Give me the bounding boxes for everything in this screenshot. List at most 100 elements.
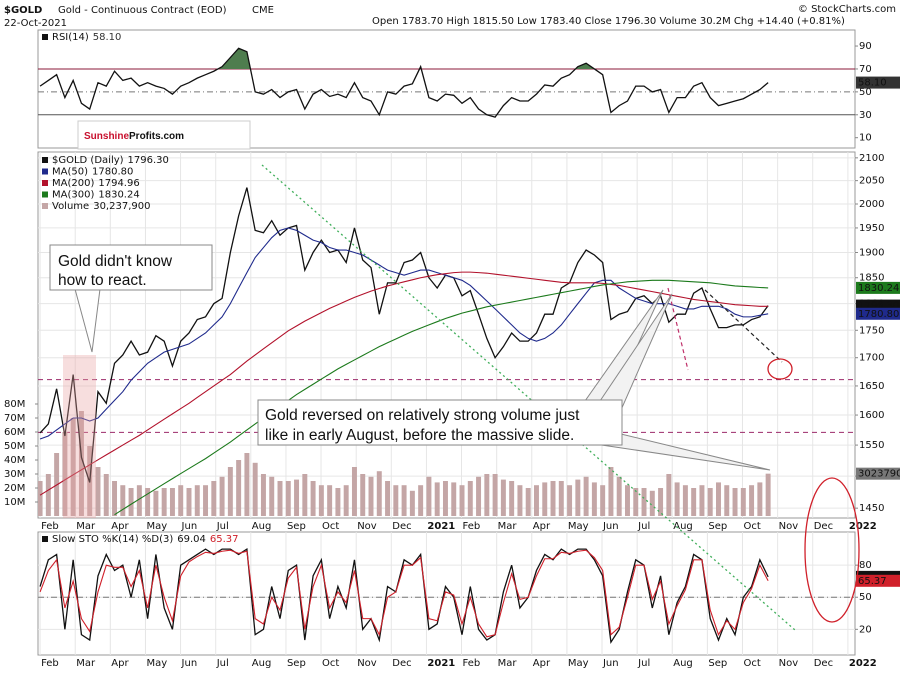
volume-bar (558, 481, 564, 516)
volume-bar (260, 474, 266, 516)
legend: Volume 30,237,900 (52, 201, 150, 212)
legend-name: $GOLD (Daily) (52, 155, 124, 166)
y-tick-label: 1700 (859, 353, 884, 364)
volume-bar (211, 481, 217, 516)
y-tick-label: 50 (859, 87, 872, 98)
legend-name: MA(200) (52, 178, 94, 189)
x-tick-label: Feb (41, 521, 59, 532)
volume-bar (509, 481, 515, 516)
volume-bar (194, 485, 200, 516)
volume-bar (178, 485, 184, 516)
volume-bar (112, 481, 118, 516)
legend: $GOLD (Daily) 1796.30 (52, 155, 169, 166)
y-tick-label: 80 (859, 560, 872, 571)
series-line (39, 547, 769, 645)
volume-bar (186, 488, 192, 516)
plots: 10 30 50 70 90 RSI(14) 58.10 58.10 Feb Mar Apr May J… (4, 29, 900, 669)
legend-icon (42, 168, 48, 175)
volume-bar (749, 485, 755, 516)
volume-bar (459, 485, 465, 516)
value-tag (856, 467, 900, 480)
logo-part: Profits.com (129, 131, 184, 142)
y-tick-label: 2100 (859, 153, 884, 164)
trendline (667, 287, 689, 371)
plot-area (38, 152, 855, 518)
series-line (39, 271, 769, 496)
annotation: Gold reversed on relatively strong volum… (257, 289, 771, 471)
highlight-circle (767, 358, 793, 380)
trendline (704, 289, 783, 363)
y-tick-label: 20 (859, 624, 872, 635)
y-tick-label: 90 (859, 41, 872, 52)
x-tick-label: 2021 (427, 658, 455, 669)
volume-bar (318, 485, 324, 516)
x-tick-label: Oct (322, 521, 339, 532)
legend: RSI(14) 58.10 (52, 32, 121, 43)
exchange: CME (252, 5, 274, 16)
value-tag-label: 65.37 (858, 576, 887, 587)
y2-tick-label: 50M (4, 441, 25, 452)
x-tick-label: Dec (814, 658, 833, 669)
y-tick-label: 30 (859, 110, 872, 121)
volume-bar (608, 467, 614, 516)
volume-bar (757, 482, 763, 516)
x-tick-label: Dec (392, 658, 411, 669)
y-tick-label: 10 (859, 133, 872, 144)
volume-bar (633, 488, 639, 516)
volume-bar (484, 474, 490, 516)
volume-bar (434, 482, 440, 516)
annotation-text: how to react. (58, 272, 147, 289)
volume-bar (740, 488, 746, 516)
x-tick-label: May (146, 521, 167, 532)
x-tick-label: Jul (216, 658, 229, 669)
legend-icon (42, 191, 48, 198)
volume-bar (533, 485, 539, 516)
volume-bar (691, 488, 697, 516)
volume-bar (724, 485, 730, 516)
legend-value: 65.37 (210, 534, 239, 545)
x-tick-label: Sep (708, 521, 727, 532)
volume-bar (600, 485, 606, 516)
series-line (39, 187, 769, 483)
volume-bar (103, 474, 109, 516)
x-tick-label: Jul (637, 521, 650, 532)
volume-bar (682, 485, 688, 516)
x-tick-label: Apr (533, 521, 551, 532)
volume-bar (649, 490, 655, 516)
logo-box (77, 120, 251, 150)
legend-value: 58.10 (93, 32, 122, 43)
symbol: $GOLD (4, 5, 42, 16)
x-tick-label: 2022 (849, 658, 877, 669)
volume-bar (583, 476, 589, 516)
value-tag-label: 1830.24 (858, 283, 899, 294)
x-tick-label: Jun (181, 658, 198, 669)
x-tick-label: Nov (357, 521, 377, 532)
x-tick-label: May (568, 521, 589, 532)
volume-bar (227, 467, 233, 516)
annotation-text: like in early August, before the massive… (265, 427, 574, 444)
volume-bar (641, 488, 647, 516)
annotation: Gold didn't know how to react. (49, 244, 213, 353)
volume-bar (567, 485, 573, 516)
value-tag-label: 58.10 (858, 78, 887, 89)
panel (37, 531, 856, 656)
volume-bar (203, 485, 209, 516)
legend-value: 30,237,900 (93, 201, 150, 212)
volume-bar (467, 481, 473, 516)
logo-part: Sunshine (84, 131, 129, 142)
volume-bar (451, 482, 457, 516)
highlight-circle (804, 477, 860, 623)
volume-bar (62, 432, 68, 516)
y2-tick-label: 80M (4, 399, 25, 410)
legend-icon (42, 34, 48, 40)
x-tick-label: Mar (498, 658, 518, 669)
series-line (39, 227, 769, 440)
x-tick-label: Nov (357, 658, 377, 669)
x-tick-label: Jun (602, 658, 619, 669)
y-tick-label: 70 (859, 64, 872, 75)
legend: MA(200) 1794.96 (52, 178, 140, 189)
x-tick-label: May (568, 658, 589, 669)
volume-bar (70, 418, 76, 516)
volume-bar (95, 467, 101, 516)
